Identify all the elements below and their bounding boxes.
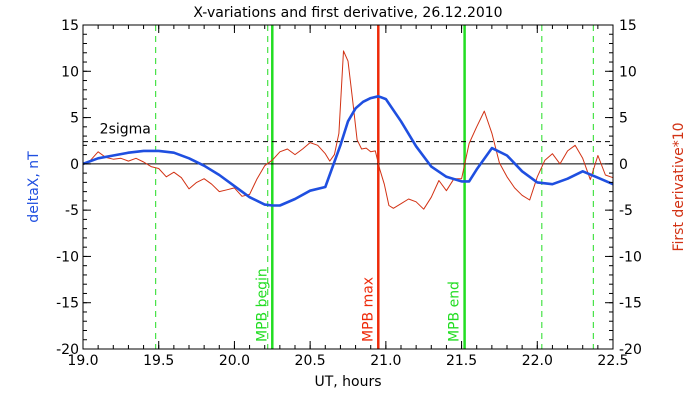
tick-labels: 19.0 19.5 20.0 20.5 21.0 21.5 22.0 22.5-20-15-1…: [56, 18, 642, 369]
tick-marks: [82, 24, 614, 350]
y-axis-label-right: First derivative*10: [671, 122, 687, 251]
y-left-tick-label: 15: [61, 18, 79, 34]
x-tick-label: 20.5: [295, 353, 326, 369]
y-right-tick-label: 0: [619, 157, 628, 173]
y-left-tick-label: -20: [56, 342, 79, 358]
y-left-tick-label: 0: [70, 157, 79, 173]
y-right-tick-label: 10: [619, 64, 637, 80]
x-tick-label: 21.5: [446, 353, 477, 369]
y-right-tick-label: -15: [619, 296, 642, 312]
x-tick-label: 20.0: [219, 353, 250, 369]
y-left-tick-label: 10: [61, 64, 79, 80]
x-tick-label: 22.5: [597, 353, 628, 369]
vertical-markers: MPB begin MPB max MPB end: [155, 25, 594, 349]
y-axis-label-left: deltaX, nT: [26, 151, 42, 223]
y-left-tick-label: -15: [56, 296, 79, 312]
reference-lines: [83, 141, 613, 165]
x-axis-label: UT, hours: [314, 374, 381, 390]
y-left-tick-label: -10: [56, 249, 79, 265]
x-tick-label: 19.5: [143, 353, 174, 369]
mpb-marker-label: MPB max: [360, 277, 376, 342]
derivative-series-line: [82, 50, 614, 210]
plot-frame: [82, 24, 614, 350]
x-tick-label: 22.0: [522, 353, 553, 369]
y-right-tick-label: -10: [619, 249, 642, 265]
y-left-tick-label: 5: [70, 111, 79, 127]
series-layer: [82, 50, 614, 210]
deltax-series-line: [82, 95, 614, 207]
x-tick-label: 21.0: [370, 353, 401, 369]
y-right-tick-label: -20: [619, 342, 642, 358]
x-tick-label: 19.0: [67, 353, 98, 369]
y-right-tick-label: 5: [619, 111, 628, 127]
chart-title: X-variations and first derivative, 26.12…: [193, 5, 502, 21]
mpb-marker-label: MPB end: [447, 281, 463, 342]
mpb-marker-label: MPB begin: [254, 268, 270, 342]
threshold-label: 2sigma: [100, 122, 151, 138]
y-right-tick-label: 15: [619, 18, 637, 34]
y-left-tick-label: -5: [65, 203, 79, 219]
y-right-tick-label: -5: [619, 203, 633, 219]
